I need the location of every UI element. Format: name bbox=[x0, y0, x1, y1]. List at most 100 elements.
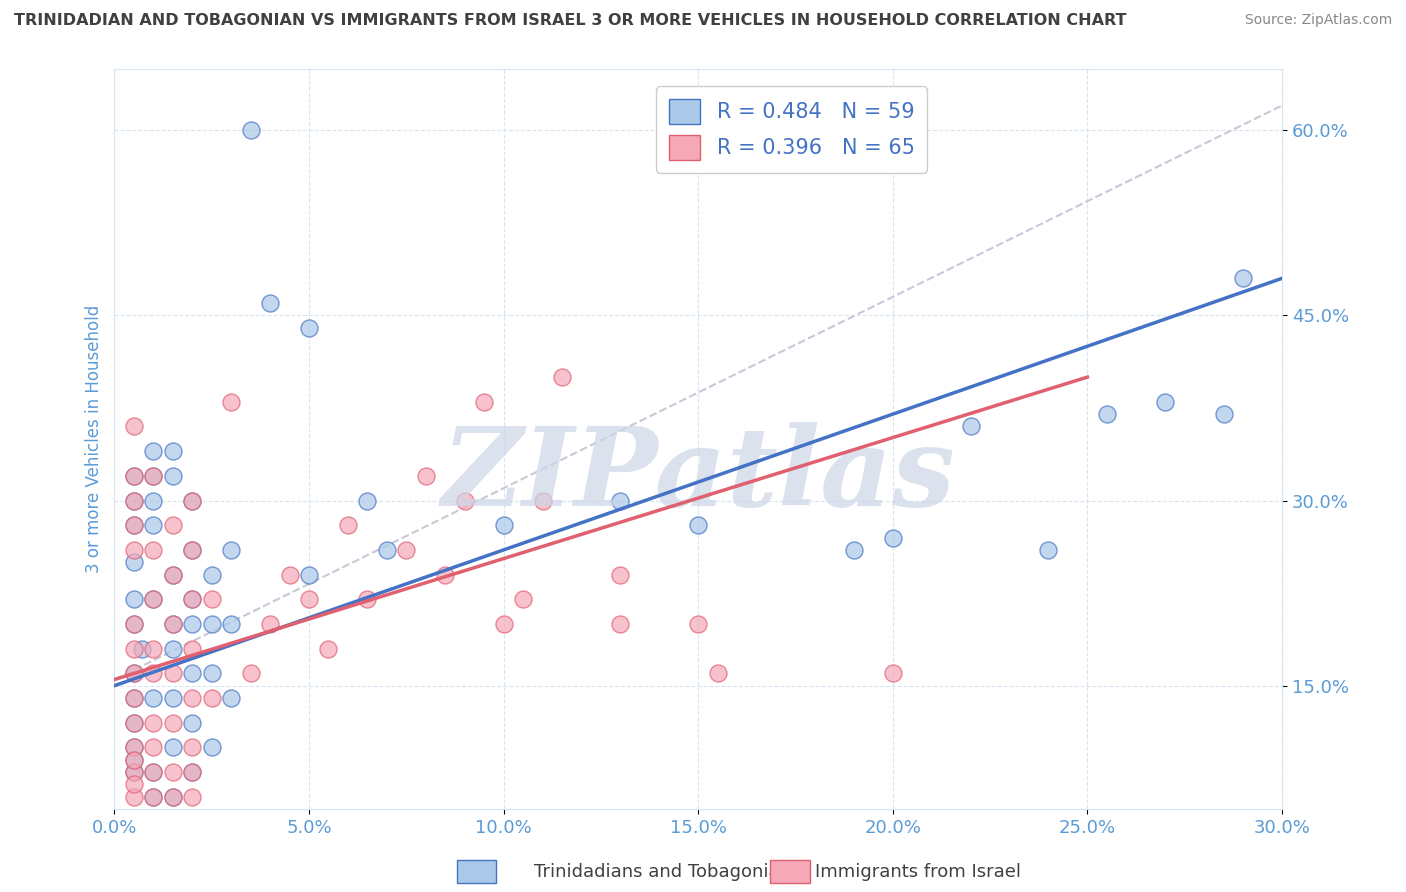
Point bbox=[162, 567, 184, 582]
Point bbox=[122, 765, 145, 780]
Point bbox=[688, 617, 710, 632]
Text: TRINIDADIAN AND TOBAGONIAN VS IMMIGRANTS FROM ISRAEL 3 OR MORE VEHICLES IN HOUSE: TRINIDADIAN AND TOBAGONIAN VS IMMIGRANTS… bbox=[14, 13, 1126, 29]
Point bbox=[259, 617, 281, 632]
Point bbox=[201, 691, 224, 706]
Point bbox=[122, 468, 145, 483]
Point bbox=[278, 567, 301, 582]
Point bbox=[122, 666, 145, 681]
Point bbox=[609, 567, 631, 582]
Point bbox=[219, 394, 242, 409]
Point bbox=[162, 444, 184, 458]
Point bbox=[181, 592, 204, 607]
Point bbox=[201, 592, 224, 607]
Point bbox=[122, 666, 145, 681]
Text: ZIPatlas: ZIPatlas bbox=[441, 422, 955, 530]
Point bbox=[842, 543, 865, 558]
Point bbox=[131, 641, 153, 656]
Point bbox=[122, 715, 145, 730]
Point bbox=[142, 765, 165, 780]
Point bbox=[434, 567, 457, 582]
Text: Source: ZipAtlas.com: Source: ZipAtlas.com bbox=[1244, 13, 1392, 28]
Point bbox=[122, 753, 145, 767]
Point bbox=[142, 493, 165, 508]
Point bbox=[1232, 271, 1254, 285]
Point bbox=[1212, 407, 1234, 421]
Point bbox=[181, 765, 204, 780]
Point bbox=[122, 740, 145, 755]
Point bbox=[1095, 407, 1118, 421]
Point bbox=[142, 740, 165, 755]
Point bbox=[142, 765, 165, 780]
Point bbox=[162, 468, 184, 483]
Point bbox=[181, 666, 204, 681]
Point bbox=[142, 691, 165, 706]
Point bbox=[122, 641, 145, 656]
Point bbox=[882, 666, 904, 681]
Point bbox=[181, 765, 204, 780]
Point bbox=[122, 691, 145, 706]
Point bbox=[162, 617, 184, 632]
Point bbox=[298, 592, 321, 607]
Point bbox=[122, 555, 145, 569]
Point bbox=[336, 518, 359, 533]
Point bbox=[318, 641, 340, 656]
Point bbox=[1154, 394, 1177, 409]
Point bbox=[181, 641, 204, 656]
Point bbox=[375, 543, 398, 558]
Point bbox=[122, 691, 145, 706]
Point bbox=[162, 617, 184, 632]
Point bbox=[122, 777, 145, 791]
Point bbox=[122, 543, 145, 558]
Point bbox=[122, 468, 145, 483]
Point bbox=[122, 419, 145, 434]
Point bbox=[162, 666, 184, 681]
Point bbox=[142, 468, 165, 483]
Point bbox=[142, 518, 165, 533]
Point bbox=[122, 493, 145, 508]
Point bbox=[122, 715, 145, 730]
Point bbox=[472, 394, 495, 409]
Point bbox=[142, 444, 165, 458]
Point bbox=[453, 493, 475, 508]
Point bbox=[122, 617, 145, 632]
Point bbox=[122, 753, 145, 767]
Text: Immigrants from Israel: Immigrants from Israel bbox=[815, 863, 1022, 881]
Point bbox=[142, 543, 165, 558]
Point bbox=[122, 493, 145, 508]
Point bbox=[1038, 543, 1060, 558]
Point bbox=[181, 493, 204, 508]
Point bbox=[181, 617, 204, 632]
Point bbox=[201, 617, 224, 632]
Point bbox=[122, 789, 145, 804]
Point bbox=[201, 666, 224, 681]
Point bbox=[162, 567, 184, 582]
Point bbox=[122, 592, 145, 607]
Point bbox=[142, 715, 165, 730]
Point bbox=[181, 691, 204, 706]
Point bbox=[882, 531, 904, 545]
Point bbox=[181, 592, 204, 607]
Point bbox=[181, 715, 204, 730]
Point bbox=[162, 715, 184, 730]
Point bbox=[162, 641, 184, 656]
Point bbox=[239, 666, 262, 681]
Point bbox=[706, 666, 728, 681]
Point bbox=[122, 518, 145, 533]
Point bbox=[531, 493, 554, 508]
Point bbox=[142, 789, 165, 804]
Point bbox=[395, 543, 418, 558]
Point bbox=[142, 468, 165, 483]
Point bbox=[356, 493, 378, 508]
Point bbox=[181, 789, 204, 804]
Text: Trinidadians and Tobagonians: Trinidadians and Tobagonians bbox=[534, 863, 800, 881]
Point bbox=[181, 493, 204, 508]
Y-axis label: 3 or more Vehicles in Household: 3 or more Vehicles in Household bbox=[86, 305, 103, 573]
Point bbox=[142, 592, 165, 607]
Point bbox=[122, 518, 145, 533]
Point bbox=[181, 543, 204, 558]
Point bbox=[122, 765, 145, 780]
Point bbox=[219, 543, 242, 558]
Point bbox=[122, 740, 145, 755]
Point bbox=[162, 789, 184, 804]
Point bbox=[551, 370, 574, 384]
